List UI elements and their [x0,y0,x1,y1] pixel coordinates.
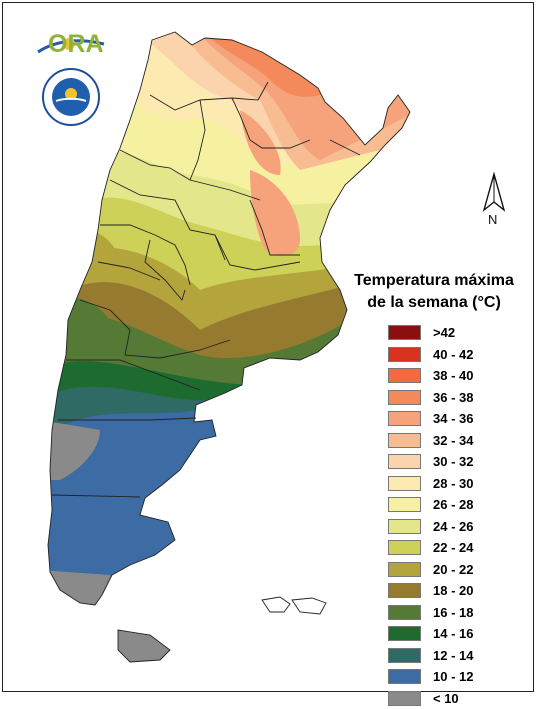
legend-swatch [388,433,421,448]
legend-item: 10 - 12 [388,666,524,688]
legend-item: 28 - 30 [388,473,524,495]
legend-item: 20 - 22 [388,559,524,581]
legend-swatch [388,669,421,684]
legend-swatch [388,347,421,362]
legend-item: 32 - 34 [388,430,524,452]
legend-label: 24 - 26 [433,519,473,534]
legend-item: 18 - 20 [388,580,524,602]
malvinas-islands [262,597,326,614]
legend-item: >42 [388,322,524,344]
legend-swatch [388,368,421,383]
legend-swatch [388,691,421,706]
legend-swatch [388,390,421,405]
ora-logo-text: ORA [48,30,104,59]
legend-item: 30 - 32 [388,451,524,473]
legend-item: 14 - 16 [388,623,524,645]
legend-label: 20 - 22 [433,562,473,577]
legend-label: 22 - 24 [433,540,473,555]
legend-list: >42 40 - 42 38 - 40 36 - 38 34 - 36 32 - 34 30… [344,322,524,709]
legend-item: 12 - 14 [388,645,524,667]
legend-swatch [388,626,421,641]
legend-label: 40 - 42 [433,347,473,362]
legend-swatch [388,648,421,663]
legend-item: 34 - 36 [388,408,524,430]
legend-swatch [388,454,421,469]
legend-label: >42 [433,325,455,340]
legend-title-line1: Temperatura máxima [344,270,524,292]
legend-swatch [388,605,421,620]
legend-label: 28 - 30 [433,476,473,491]
legend: Temperatura máxima de la semana (°C) >42… [344,270,524,709]
legend-swatch [388,583,421,598]
legend-swatch [388,562,421,577]
legend-swatch [388,497,421,512]
north-arrow-icon [478,172,510,214]
legend-label: 32 - 34 [433,433,473,448]
north-label: N [488,212,497,227]
legend-label: 16 - 18 [433,605,473,620]
legend-label: 38 - 40 [433,368,473,383]
legend-swatch [388,476,421,491]
legend-item: 38 - 40 [388,365,524,387]
legend-label: < 10 [433,691,459,706]
legend-item: 16 - 18 [388,602,524,624]
legend-swatch [388,411,421,426]
legend-label: 14 - 16 [433,626,473,641]
legend-label: 26 - 28 [433,497,473,512]
legend-item: 40 - 42 [388,344,524,366]
legend-swatch [388,325,421,340]
smn-seal-icon [42,68,100,126]
legend-item: 22 - 24 [388,537,524,559]
legend-item: 24 - 26 [388,516,524,538]
legend-item: < 10 [388,688,524,709]
legend-label: 12 - 14 [433,648,473,663]
north-arrow: N [478,172,510,232]
legend-item: 36 - 38 [388,387,524,409]
legend-label: 10 - 12 [433,669,473,684]
legend-item: 26 - 28 [388,494,524,516]
legend-label: 30 - 32 [433,454,473,469]
legend-label: 34 - 36 [433,411,473,426]
legend-swatch [388,519,421,534]
legend-title-line2: de la semana (°C) [344,292,524,314]
ora-logo: ORA [36,30,106,60]
legend-label: 36 - 38 [433,390,473,405]
legend-swatch [388,540,421,555]
legend-label: 18 - 20 [433,583,473,598]
tierra-del-fuego [118,630,170,662]
